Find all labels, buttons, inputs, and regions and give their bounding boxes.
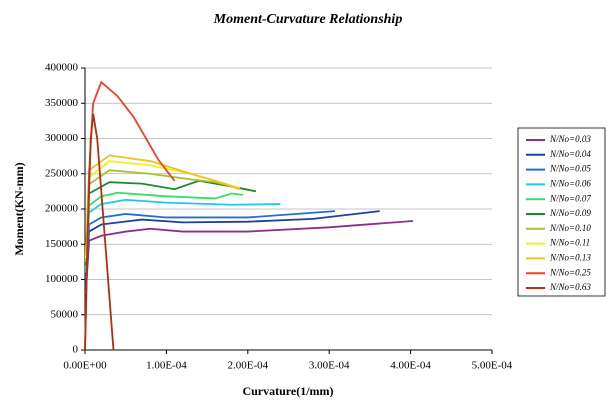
- x-tick-label: 5.00E-04: [472, 360, 513, 372]
- y-tick-label: 150000: [45, 238, 79, 250]
- series-line: [84, 80, 176, 351]
- legend-box: [517, 127, 606, 297]
- legend-label: N/No=0.07: [549, 193, 591, 203]
- x-tick-label: 2.00E-04: [227, 360, 268, 372]
- legend-label: N/No=0.06: [549, 178, 591, 188]
- y-tick-label: 0: [73, 344, 79, 356]
- legend-label: N/No=0.25: [549, 267, 591, 277]
- legend-label: N/No=0.11: [549, 238, 590, 248]
- x-tick-label: 3.00E-04: [309, 360, 350, 372]
- x-axis-title: Curvature(1/mm): [242, 384, 333, 398]
- series-line: [84, 220, 414, 294]
- y-tick-label: 350000: [45, 97, 79, 109]
- x-tick-label: 0.00E+00: [63, 360, 107, 372]
- chart-title: Moment-Curvature Relationship: [213, 12, 403, 27]
- legend-label: N/No=0.09: [549, 208, 591, 218]
- legend-label: N/No=0.03: [549, 134, 591, 144]
- series-line: [84, 113, 115, 351]
- legend-label: N/No=0.63: [549, 282, 591, 292]
- series-line: [84, 198, 281, 273]
- legend-label: N/No=0.04: [549, 149, 591, 159]
- y-tick-label: 100000: [45, 273, 79, 285]
- series-line: [84, 210, 380, 287]
- x-tick-label: 1.00E-04: [146, 360, 187, 372]
- y-tick-label: 400000: [45, 62, 79, 74]
- legend-label: N/No=0.10: [549, 223, 591, 233]
- series-line: [84, 191, 244, 269]
- y-axis-title: Moment(KN-mm): [12, 162, 26, 255]
- legend: N/No=0.03 N/No=0.04 N/No=0.05 N/No=0.06 N/No…: [526, 134, 591, 292]
- legend-label: N/No=0.13: [549, 252, 591, 262]
- y-tick-label: 300000: [45, 132, 79, 144]
- y-tick-label: 50000: [51, 308, 79, 320]
- y-tick-label: 200000: [45, 203, 79, 215]
- legend-label: N/No=0.05: [549, 164, 591, 174]
- x-tick-label: 4.00E-04: [390, 360, 431, 372]
- y-tick-label: 250000: [45, 167, 79, 179]
